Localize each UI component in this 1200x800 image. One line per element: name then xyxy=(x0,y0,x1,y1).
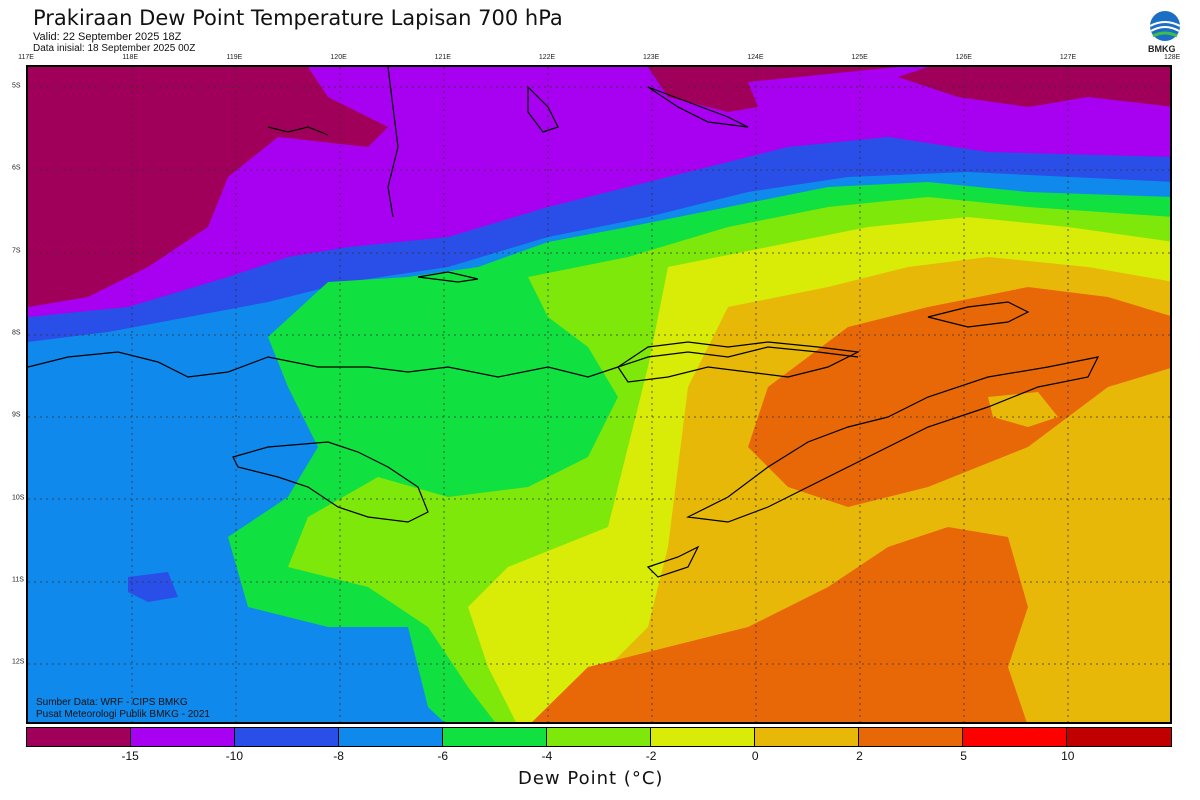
lon-label: 118E xyxy=(122,54,139,61)
lon-label: 120E xyxy=(330,54,347,61)
colorbar-segment xyxy=(963,728,1067,746)
lat-label: 11S xyxy=(12,576,24,584)
lon-label: 124E xyxy=(747,54,764,61)
lon-label: 122E xyxy=(538,54,556,61)
colorbar-tick-label: -8 xyxy=(333,749,344,763)
colorbar-segment xyxy=(27,728,131,746)
wetar-coast xyxy=(927,301,1030,328)
colorbar xyxy=(26,727,1172,747)
colorbar-segment xyxy=(235,728,339,746)
colorbar-segment xyxy=(651,728,755,746)
lon-label: 126E xyxy=(955,54,972,61)
chart-title: Prakiraan Dew Point Temperature Lapisan … xyxy=(33,6,563,30)
contour-2-5-east xyxy=(748,287,1170,507)
init-time: Data inisial: 18 September 2025 00Z xyxy=(33,43,196,54)
sumbawa-lombok-coast xyxy=(28,346,859,378)
lon-label: 117E xyxy=(18,54,34,61)
lon-label: 127E xyxy=(1059,54,1077,61)
colorbar-tick-label: 2 xyxy=(856,749,863,763)
lat-label: 9S xyxy=(12,411,21,419)
colorbar-units-label: Dew Point (°C) xyxy=(518,768,664,789)
colorbar-segment xyxy=(443,728,547,746)
bmkg-logo-icon xyxy=(1149,11,1181,41)
contour-minus6-minus4-pocket xyxy=(448,427,498,487)
data-source: Sumber Data: WRF - CIPS BMKG Pusat Meteo… xyxy=(36,697,210,721)
lon-label: 121E xyxy=(434,54,451,61)
source-line-2: Pusat Meteorologi Publik BMKG - 2021 xyxy=(36,709,210,720)
bmkg-logo-text: BMKG xyxy=(1148,44,1176,54)
colorbar-segment xyxy=(339,728,443,746)
bali-sea-islets xyxy=(267,126,329,136)
lat-label: 5S xyxy=(12,82,21,90)
lon-label: 128E xyxy=(1164,54,1181,61)
sawu-rote-coast xyxy=(646,545,700,578)
colorbar-segment xyxy=(755,728,859,746)
colorbar-tick-label: -15 xyxy=(121,749,139,763)
lat-label: 12S xyxy=(12,658,25,666)
sumba-coast xyxy=(232,441,429,523)
colorbar-segment xyxy=(547,728,651,746)
contour-below-minus15-east xyxy=(648,67,898,112)
colorbar-tick-label: -6 xyxy=(437,749,449,763)
map-canvas xyxy=(28,67,1170,722)
colorbar-tick-label: -2 xyxy=(645,749,657,763)
sulawesi-south-coast xyxy=(387,67,399,218)
lat-label: 7S xyxy=(12,247,21,255)
coastlines xyxy=(28,67,1100,578)
contour-below-minus15-west xyxy=(28,67,388,307)
contour-below-minus15-ne xyxy=(898,67,1170,107)
source-line-1: Sumber Data: WRF - CIPS BMKG xyxy=(36,697,188,708)
colorbar-segment xyxy=(131,728,235,746)
north-flores-islets xyxy=(417,271,479,283)
lon-label: 119E xyxy=(226,54,243,61)
valid-time: Valid: 22 September 2025 18Z xyxy=(33,31,182,43)
colorbar-tick-label: -4 xyxy=(541,749,553,763)
contour-minus8-minus6-pocket xyxy=(128,572,178,602)
colorbar-segment xyxy=(859,728,963,746)
colorbar-tick-label: 0 xyxy=(751,749,759,763)
colorbar-segment xyxy=(1067,728,1171,746)
island-chain-coast xyxy=(647,86,749,128)
lat-label: 6S xyxy=(12,164,21,172)
dewpoint-map xyxy=(26,65,1172,724)
contour-0-2-pocket xyxy=(988,392,1058,427)
timor-coast xyxy=(685,356,1100,523)
colorbar-tick-label: -10 xyxy=(225,749,244,763)
contour-2-5-south xyxy=(532,527,1028,722)
gridlines xyxy=(28,67,1170,722)
lat-label: 8S xyxy=(12,329,21,337)
selayar-coast xyxy=(527,85,559,133)
lon-label: 123E xyxy=(643,54,660,61)
flores-coast xyxy=(617,341,861,383)
lon-label: 125E xyxy=(851,54,868,61)
colorbar-tick-label: 10 xyxy=(1061,749,1075,763)
lat-label: 10S xyxy=(12,494,25,501)
colorbar-tick-label: 5 xyxy=(960,749,967,763)
